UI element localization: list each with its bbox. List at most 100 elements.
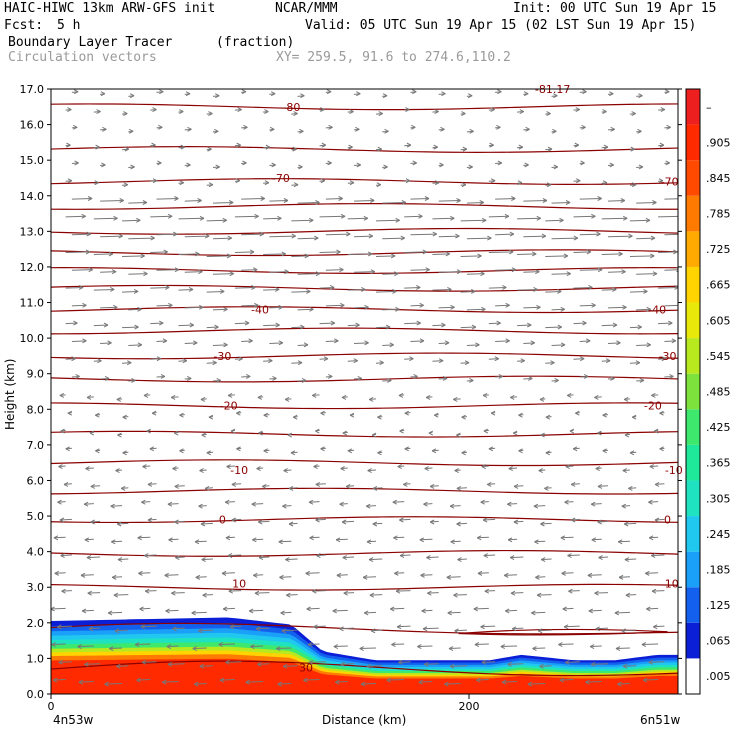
vector-arrow — [417, 645, 433, 648]
vector-head — [596, 231, 601, 237]
vector-head — [598, 555, 603, 561]
vector-head — [364, 304, 369, 310]
contour-line — [51, 306, 678, 314]
vector-arrow — [122, 290, 139, 293]
contour-line — [51, 622, 678, 635]
vector-arrow — [629, 362, 640, 364]
vector-arrow — [297, 237, 319, 240]
vector-head — [67, 178, 73, 184]
vector-arrow — [104, 683, 123, 685]
y-axis: 0.0 1.0 2.0 3.0 4.0 5.0 6.0 7.0 8.0 9.0 10.0 11.0 12… — [20, 83, 682, 701]
vector-head — [646, 342, 651, 348]
vector-head — [391, 642, 396, 648]
vector-head — [109, 646, 114, 652]
vector-head — [280, 610, 285, 616]
vector-head — [671, 338, 677, 344]
vector-head — [141, 499, 146, 505]
vector-arrow — [65, 215, 86, 218]
vector-head — [163, 249, 168, 255]
vector-arrow — [466, 308, 486, 311]
vector-arrow — [178, 217, 205, 220]
vector-head — [159, 89, 164, 95]
xy-coords: XY= 259.5, 91.6 to 274.6,110.2 — [276, 50, 511, 65]
vector-arrow — [249, 609, 264, 612]
vector-head — [366, 503, 371, 509]
vector-head — [666, 124, 671, 130]
vector-head — [411, 124, 416, 130]
contour-label: -10 — [665, 464, 683, 477]
vector-arrow — [212, 237, 232, 240]
vector-head — [482, 517, 488, 523]
vector-arrow — [654, 518, 665, 521]
contour-labels: -80-81.17-70 -70-40 -40-30 -30-20 -20-10 -100… — [213, 83, 682, 674]
vector-arrow — [178, 360, 187, 362]
vector-arrow — [579, 304, 596, 307]
vector-arrow — [391, 643, 405, 646]
vector-head — [315, 271, 321, 277]
vector-head — [570, 481, 576, 487]
vector-head — [198, 269, 203, 275]
contour-line — [51, 549, 678, 557]
vector-arrow — [664, 198, 678, 200]
vector-arrow — [488, 215, 509, 218]
vector-head — [227, 235, 232, 241]
vector-head — [597, 267, 603, 273]
vector-arrow — [53, 679, 66, 681]
vector-arrow — [279, 576, 292, 578]
vector-head — [288, 485, 294, 491]
vector-head — [110, 503, 115, 509]
vector-arrow — [199, 665, 213, 667]
vector-head — [652, 271, 658, 277]
vector-arrow — [481, 661, 496, 663]
contour-label: 10 — [665, 578, 679, 591]
vector-arrow — [278, 540, 292, 543]
vector-head — [409, 356, 414, 362]
vector-arrow — [93, 253, 113, 255]
vector-arrow — [438, 271, 462, 273]
vector-head — [136, 217, 141, 223]
colorbar-segment — [686, 516, 700, 552]
vector-arrow — [418, 681, 433, 683]
vector-arrow — [404, 286, 421, 289]
vector-head — [283, 198, 289, 203]
contour-label: -40 — [251, 304, 269, 317]
vector-arrow — [571, 518, 580, 521]
contour-line — [51, 146, 678, 153]
vector-head — [566, 271, 571, 277]
vector-arrow — [624, 522, 637, 525]
vector-arrow — [168, 538, 179, 541]
vector-head — [453, 396, 458, 402]
vector-head — [389, 342, 394, 348]
vector-arrow — [206, 326, 219, 329]
vector-head — [271, 162, 276, 168]
vector-head — [254, 213, 259, 219]
vector-arrow — [297, 379, 307, 382]
vector-head — [297, 360, 303, 366]
vector-arrow — [460, 290, 476, 293]
vector-arrow — [477, 572, 489, 574]
vector-head — [482, 392, 488, 398]
vector-arrow — [234, 286, 256, 289]
vector-head — [546, 182, 552, 188]
vector-arrow — [591, 663, 609, 665]
vector-arrow — [450, 540, 461, 543]
vector-head — [586, 249, 592, 255]
vector-head — [413, 373, 418, 379]
vector-arrow — [565, 661, 580, 663]
vector-head — [340, 302, 345, 308]
vector-head — [276, 646, 281, 652]
vector-head — [58, 659, 63, 665]
vector-arrow — [150, 322, 164, 325]
vector-head — [366, 663, 371, 669]
vector-head — [340, 213, 346, 219]
vector-head — [82, 302, 87, 308]
vector-arrow — [538, 629, 552, 632]
vector-arrow — [297, 202, 320, 204]
vector-head — [66, 142, 71, 148]
vector-arrow — [140, 625, 157, 628]
vector-head — [202, 592, 207, 598]
vector-head — [243, 124, 248, 130]
vector-arrow — [601, 324, 618, 327]
vector-head — [390, 606, 395, 612]
vector-arrow — [325, 304, 345, 307]
